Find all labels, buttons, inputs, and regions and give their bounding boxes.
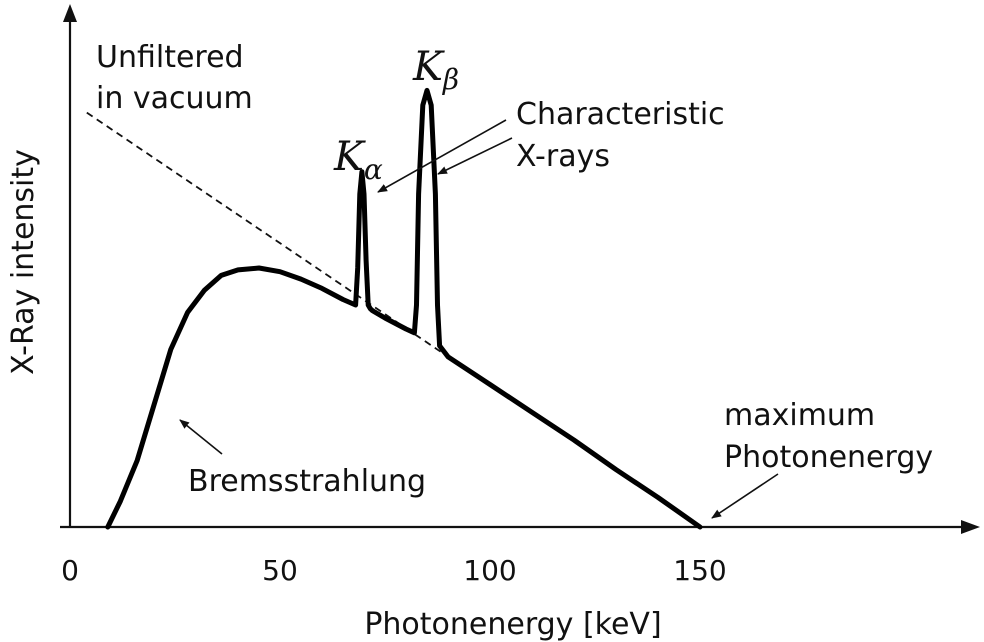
annotation-maximum-line2: Photonenergy <box>724 440 933 475</box>
peak-label-k-alpha: Kα <box>333 134 383 186</box>
arrow-to-k-alpha-icon <box>377 119 507 193</box>
x-tick-label: 100 <box>463 554 516 587</box>
arrow-to-k-beta-icon <box>437 137 513 175</box>
annotation-unfiltered-line1: Unfiltered <box>96 40 244 75</box>
x-tick-label: 50 <box>262 554 298 587</box>
arrow-to-max-energy-icon <box>711 473 779 519</box>
x-axis-arrow-icon <box>961 520 980 534</box>
y-axis-arrow-icon <box>63 4 77 22</box>
peak-label-k-beta: Kβ <box>412 44 459 96</box>
annotation-maximum-line1: maximum <box>724 398 875 433</box>
series-spectrum-line <box>105 87 703 530</box>
annotation-characteristic-line2: X-rays <box>516 139 610 174</box>
annotation-characteristic-line1: Characteristic <box>516 97 725 132</box>
annotation-unfiltered-line2: in vacuum <box>96 81 253 116</box>
arrow-to-bremsstrahlung-icon <box>179 419 223 455</box>
x-tick-label: 0 <box>61 554 79 587</box>
y-axis-label: X-Ray intensity <box>6 149 41 375</box>
x-axis-label: Photonenergy [keV] <box>364 607 661 642</box>
annotation-bremsstrahlung: Bremsstrahlung <box>188 464 426 499</box>
x-tick-label: 150 <box>673 554 726 587</box>
